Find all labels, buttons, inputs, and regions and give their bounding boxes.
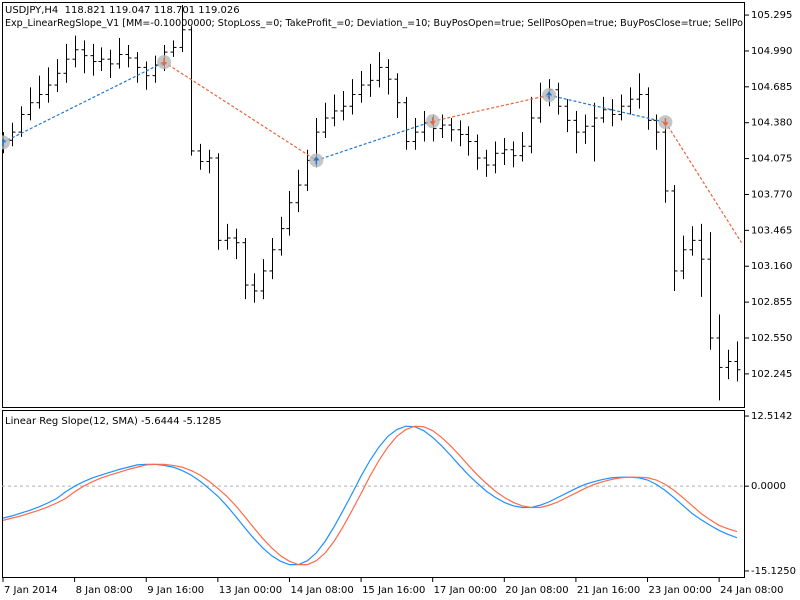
y-tick-label: 103.465 — [751, 225, 792, 236]
x-tick-label: 15 Jan 16:00 — [362, 585, 425, 596]
indicator-line — [2, 425, 738, 566]
y-tick-label: 103.770 — [751, 189, 792, 200]
chart-title: USDJPY,H4 118.821 119.047 118.701 119.02… — [5, 5, 240, 16]
x-tick-label: 21 Jan 16:00 — [577, 585, 640, 596]
y-tick-label: 104.990 — [751, 46, 792, 57]
trade-line — [664, 121, 743, 244]
x-tick-label: 20 Jan 08:00 — [505, 585, 568, 596]
y-tick-label: 12.5142 — [751, 411, 792, 422]
trade-line — [2, 61, 165, 143]
y-tick-label: 102.245 — [751, 369, 792, 380]
deal-arrow — [313, 156, 320, 161]
indicator-pane-border — [2, 410, 745, 578]
x-tick-label: 9 Jan 16:00 — [147, 585, 204, 596]
x-tick-label: 23 Jan 00:00 — [649, 585, 712, 596]
y-tick-label: 104.685 — [751, 82, 792, 93]
y-tick-label: 105.295 — [751, 10, 792, 21]
x-tick-label: 8 Jan 08:00 — [76, 585, 133, 596]
deal-arrow — [161, 62, 168, 67]
y-tick-label: 102.855 — [751, 297, 792, 308]
deal-arrow — [429, 121, 436, 126]
axes: 105.295 104.990 104.685 104.380 104.075 103.7… — [2, 10, 796, 596]
price-pane — [2, 5, 743, 401]
deal-arrow — [662, 122, 669, 127]
x-tick-label: 7 Jan 2014 — [4, 585, 58, 596]
y-tick-label: 104.075 — [751, 154, 792, 165]
expert-label: Exp_LinearRegSlope_V1 [MM=-0.10000000; S… — [5, 18, 743, 29]
deal-arrow — [2, 138, 6, 143]
trade-line — [163, 61, 317, 161]
indicator-pane — [2, 425, 745, 566]
x-tick-label: 17 Jan 00:00 — [434, 585, 497, 596]
y-tick-label: -15.1250 — [751, 566, 796, 577]
y-tick-label: 104.380 — [751, 118, 792, 129]
x-tick-label: 24 Jan 08:00 — [720, 585, 783, 596]
deal-arrow — [546, 91, 553, 96]
y-tick-label: 102.550 — [751, 333, 792, 344]
y-tick-label: 103.160 — [751, 261, 792, 272]
indicator-line — [2, 425, 738, 566]
indicator-title: Linear Reg Slope(12, SMA) -5.6444 -5.128… — [5, 416, 221, 427]
price-pane-border — [2, 2, 745, 408]
trade-line — [316, 120, 433, 161]
y-tick-label: 0.0000 — [751, 481, 786, 492]
x-tick-label: 13 Jan 00:00 — [219, 585, 282, 596]
x-tick-label: 14 Jan 08:00 — [290, 585, 353, 596]
